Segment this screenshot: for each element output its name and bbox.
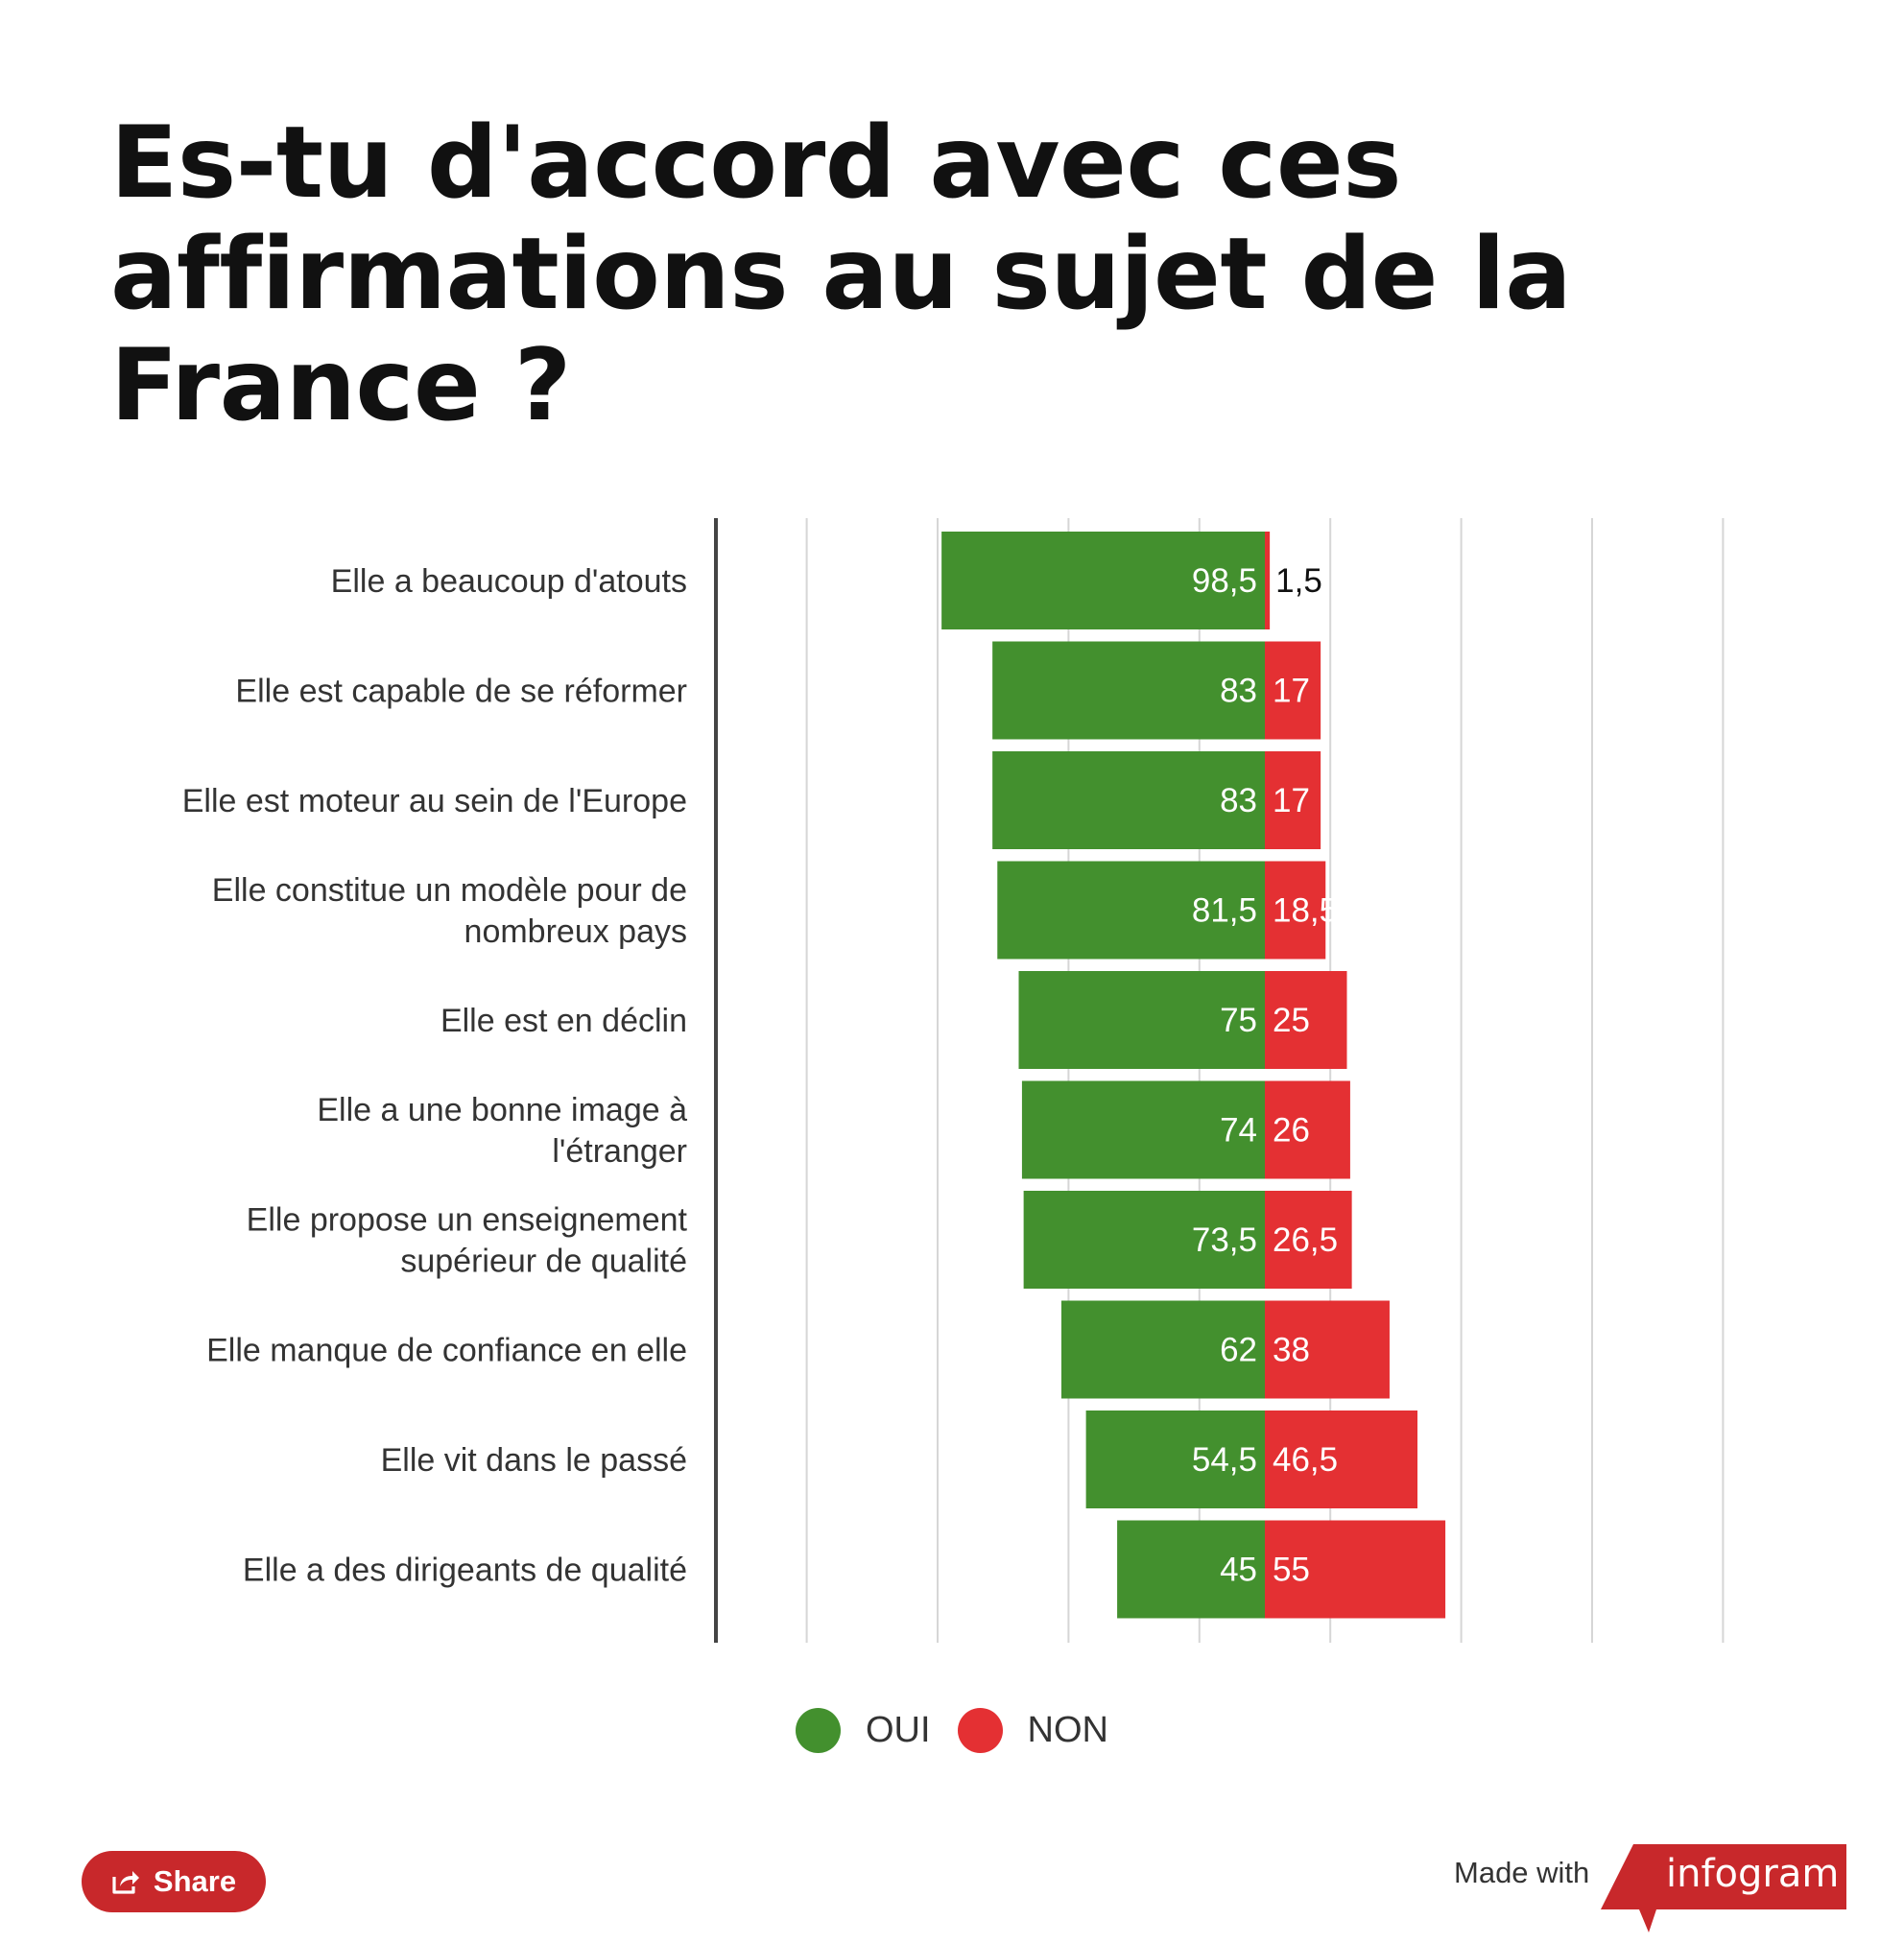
data-label-non: 26 [1273, 1112, 1310, 1150]
category-label: Elle est capable de se réformer [235, 674, 687, 710]
data-label-oui: 98,5 [1192, 562, 1257, 600]
category-label: Elle est moteur au sein de l'Europe [182, 783, 687, 819]
data-label-oui: 62 [1220, 1332, 1257, 1369]
category-label: Elle est en déclin [440, 1003, 687, 1039]
data-label-non: 46,5 [1273, 1441, 1338, 1479]
data-label-non: 1,5 [1275, 562, 1322, 600]
bar-non [1265, 1080, 1350, 1179]
made-with-text: Made with [1454, 1856, 1590, 1889]
share-icon [111, 1868, 140, 1895]
bar-oui [997, 861, 1265, 960]
data-label-oui: 54,5 [1192, 1441, 1257, 1479]
data-label-non: 26,5 [1273, 1221, 1338, 1259]
legend-label-non: NON [1027, 1710, 1108, 1750]
bar-non [1265, 751, 1321, 849]
data-label-non: 17 [1273, 673, 1310, 710]
data-label-oui: 74 [1220, 1112, 1257, 1150]
data-label-oui: 81,5 [1192, 892, 1257, 930]
category-label: Elle a beaucoup d'atouts [331, 563, 687, 600]
bar-oui [992, 641, 1265, 740]
bar-oui [1018, 971, 1265, 1069]
bar-oui [941, 532, 1265, 629]
category-label: Elle a des dirigeants de qualité [243, 1553, 687, 1589]
bar-non [1265, 971, 1347, 1069]
bar-oui [1117, 1520, 1265, 1619]
data-label-non: 17 [1273, 782, 1310, 819]
bar-oui [1085, 1411, 1265, 1508]
category-label: Elle manque de confiance en elle [206, 1333, 687, 1369]
legend-label-oui: OUI [865, 1710, 931, 1750]
bar-non [1265, 532, 1271, 629]
data-label-oui: 73,5 [1192, 1221, 1257, 1259]
bar-non [1265, 1411, 1418, 1508]
legend-item-non: NON [957, 1708, 1108, 1753]
data-label-oui: 45 [1220, 1552, 1257, 1589]
share-label: Share [153, 1864, 237, 1898]
infogram-brand[interactable]: infogram [1666, 1852, 1840, 1896]
data-label-non: 38 [1273, 1332, 1310, 1369]
legend-swatch-oui [795, 1708, 841, 1753]
data-label-non: 55 [1273, 1552, 1310, 1589]
share-button[interactable]: Share [82, 1851, 266, 1912]
data-label-oui: 75 [1220, 1002, 1257, 1039]
bar-oui [1060, 1300, 1265, 1399]
legend-swatch-non [957, 1708, 1003, 1753]
data-label-non: 18,5 [1273, 892, 1338, 930]
bar-non [1265, 1191, 1352, 1289]
category-label: Elle a une bonne image à l'étranger [317, 1092, 687, 1170]
bar-non [1265, 861, 1326, 960]
data-label-non: 25 [1273, 1002, 1310, 1039]
chart-title: Es-tu d'accord avec ces affirmations au … [110, 106, 1572, 443]
bar-oui [992, 751, 1265, 849]
infogram-logo[interactable] [1601, 1844, 1846, 1932]
category-label: Elle constitue un modèle pour de nombreux… [212, 872, 687, 950]
diverging-bar-chart: Elle a beaucoup d'atouts 98,5 1,5 Elle est … [182, 518, 1725, 1643]
category-label: Elle propose un enseignement supérieur de… [247, 1202, 688, 1280]
bar-oui [1021, 1080, 1265, 1179]
bar-non [1265, 641, 1321, 740]
bar-non [1265, 1300, 1390, 1399]
legend-item-oui: OUI [795, 1708, 931, 1753]
data-label-oui: 83 [1220, 673, 1257, 710]
data-label-oui: 83 [1220, 782, 1257, 819]
bar-oui [1023, 1191, 1265, 1289]
category-label: Elle vit dans le passé [381, 1442, 687, 1479]
bar-non [1265, 1520, 1446, 1619]
legend: OUI NON [0, 1708, 1904, 1753]
